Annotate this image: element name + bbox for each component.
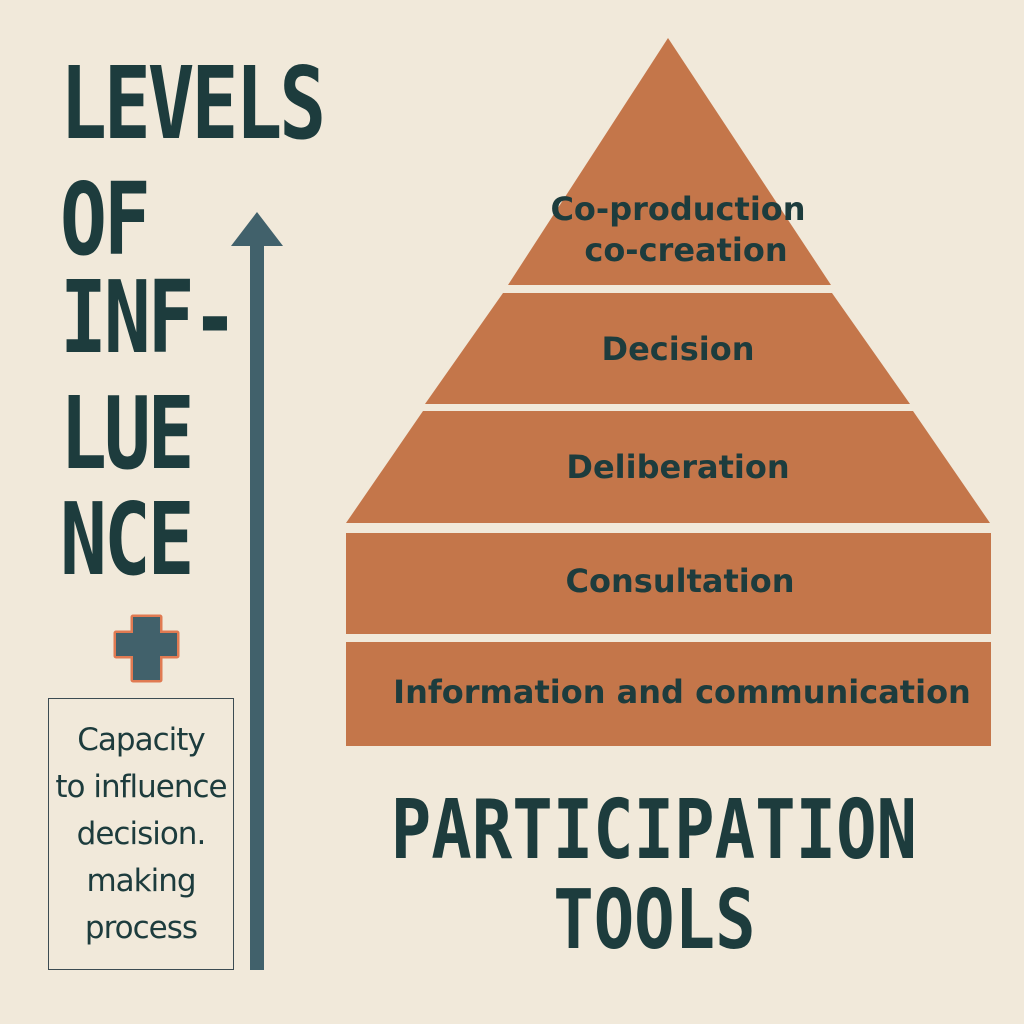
pyramid-layer-deliberation: Deliberation xyxy=(346,411,990,523)
pyramid-layer-decision: Decision xyxy=(425,293,910,404)
capacity-note-box: Capacity to influence decision. making p… xyxy=(48,698,234,970)
footer-line-2: TOOLS xyxy=(142,880,1024,962)
capacity-line-4: making xyxy=(86,862,196,899)
layer-label-deliberation: Deliberation xyxy=(566,448,789,486)
up-arrow-icon xyxy=(231,212,283,970)
footer-line-1-text: PARTICIPATION xyxy=(390,783,918,878)
title-line-3: INF- xyxy=(60,259,238,376)
pyramid-layer-consultation: Consultation xyxy=(346,533,991,634)
title-line-5: NCE xyxy=(60,481,195,598)
layer-label-consultation: Consultation xyxy=(566,562,795,600)
capacity-line-5: process xyxy=(84,909,198,946)
footer-line-2-text: TOOLS xyxy=(552,873,756,968)
layer-label-information: Information and communication xyxy=(393,673,971,711)
capacity-line-2: to influence xyxy=(55,768,227,805)
layer-label-co-production: Co-production xyxy=(550,190,805,228)
title-line-1: LEVELS xyxy=(60,45,326,162)
plus-icon xyxy=(113,614,180,683)
footer-line-1: PARTICIPATION xyxy=(142,790,1024,872)
layer-label-co-creation: co-creation xyxy=(584,231,787,269)
layer-label-decision: Decision xyxy=(602,330,755,368)
pyramid-layer-co-production: Co-production co-creation xyxy=(508,38,831,285)
title-line-2: OF xyxy=(60,161,151,278)
title-line-4: LUE xyxy=(60,375,195,492)
pyramid-layer-information: Information and communication xyxy=(346,642,991,746)
capacity-line-1: Capacity xyxy=(77,721,205,758)
capacity-line-3: decision. xyxy=(76,815,207,852)
